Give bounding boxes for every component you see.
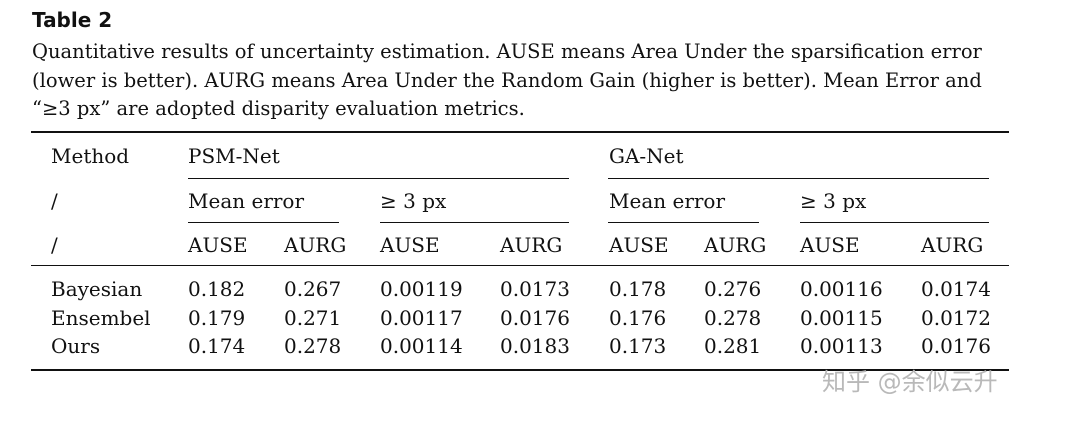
caption-line-1: Quantitative results of uncertainty esti… xyxy=(32,40,982,63)
header-ga-3px-aurg: AURG xyxy=(921,233,984,257)
bottom-rule xyxy=(31,369,1009,371)
table-cell: 0.173 xyxy=(609,334,667,358)
psm-group-rule xyxy=(188,178,569,180)
ga-group-rule xyxy=(608,178,989,180)
table-cell: 0.174 xyxy=(188,334,246,358)
ga-3px-rule xyxy=(800,222,989,224)
table-cell: 0.00116 xyxy=(800,277,883,301)
header-psm-mean-ause: AUSE xyxy=(188,233,248,257)
row-method: Ensembel xyxy=(51,306,151,330)
header-psm-3px-ause: AUSE xyxy=(380,233,440,257)
header-ga-3px: ≥ 3 px xyxy=(800,189,867,213)
table-title: Table 2 xyxy=(32,8,113,32)
ga-mean-rule xyxy=(608,222,759,224)
table-cell: 0.178 xyxy=(609,277,667,301)
header-ga-mean-ause: AUSE xyxy=(609,233,669,257)
header-psm-3px: ≥ 3 px xyxy=(380,189,447,213)
table-cell: 0.281 xyxy=(704,334,762,358)
header-ga-3px-ause: AUSE xyxy=(800,233,860,257)
row-method: Bayesian xyxy=(51,277,143,301)
table-cell: 0.278 xyxy=(704,306,762,330)
table-cell: 0.278 xyxy=(284,334,342,358)
table-cell: 0.0174 xyxy=(921,277,991,301)
header-psm-3px-aurg: AURG xyxy=(500,233,563,257)
table-cell: 0.182 xyxy=(188,277,246,301)
table-cell: 0.0172 xyxy=(921,306,991,330)
row-method: Ours xyxy=(51,334,101,358)
table-cell: 0.0176 xyxy=(500,306,570,330)
top-rule xyxy=(31,131,1009,133)
psm-mean-rule xyxy=(188,222,339,224)
table-caption: Quantitative results of uncertainty esti… xyxy=(32,38,1010,124)
header-group-ga: GA-Net xyxy=(609,144,684,168)
header-ga-mean-aurg: AURG xyxy=(704,233,767,257)
table-cell: 0.00113 xyxy=(800,334,883,358)
header-slash-1: / xyxy=(51,189,58,213)
psm-3px-rule xyxy=(380,222,569,224)
table-cell: 0.00117 xyxy=(380,306,463,330)
mid-rule xyxy=(31,265,1009,267)
table-cell: 0.276 xyxy=(704,277,762,301)
table-cell: 0.176 xyxy=(609,306,667,330)
header-psm-mean: Mean error xyxy=(188,189,305,213)
header-group-psm: PSM-Net xyxy=(188,144,280,168)
table-cell: 0.0183 xyxy=(500,334,570,358)
table-cell: 0.267 xyxy=(284,277,342,301)
table-cell: 0.00115 xyxy=(800,306,883,330)
watermark: 知乎 @余似云升 xyxy=(822,368,998,396)
header-slash-2: / xyxy=(51,233,58,257)
header-ga-mean: Mean error xyxy=(609,189,726,213)
table-cell: 0.0173 xyxy=(500,277,570,301)
caption-line-3: “≥3 px” are adopted disparity evaluation… xyxy=(32,97,525,120)
header-method: Method xyxy=(51,144,130,168)
table-cell: 0.00114 xyxy=(380,334,463,358)
table-cell: 0.271 xyxy=(284,306,342,330)
table-cell: 0.0176 xyxy=(921,334,991,358)
table-cell: 0.00119 xyxy=(380,277,463,301)
table-cell: 0.179 xyxy=(188,306,246,330)
caption-line-2: (lower is better). AURG means Area Under… xyxy=(32,68,982,92)
header-psm-mean-aurg: AURG xyxy=(284,233,347,257)
